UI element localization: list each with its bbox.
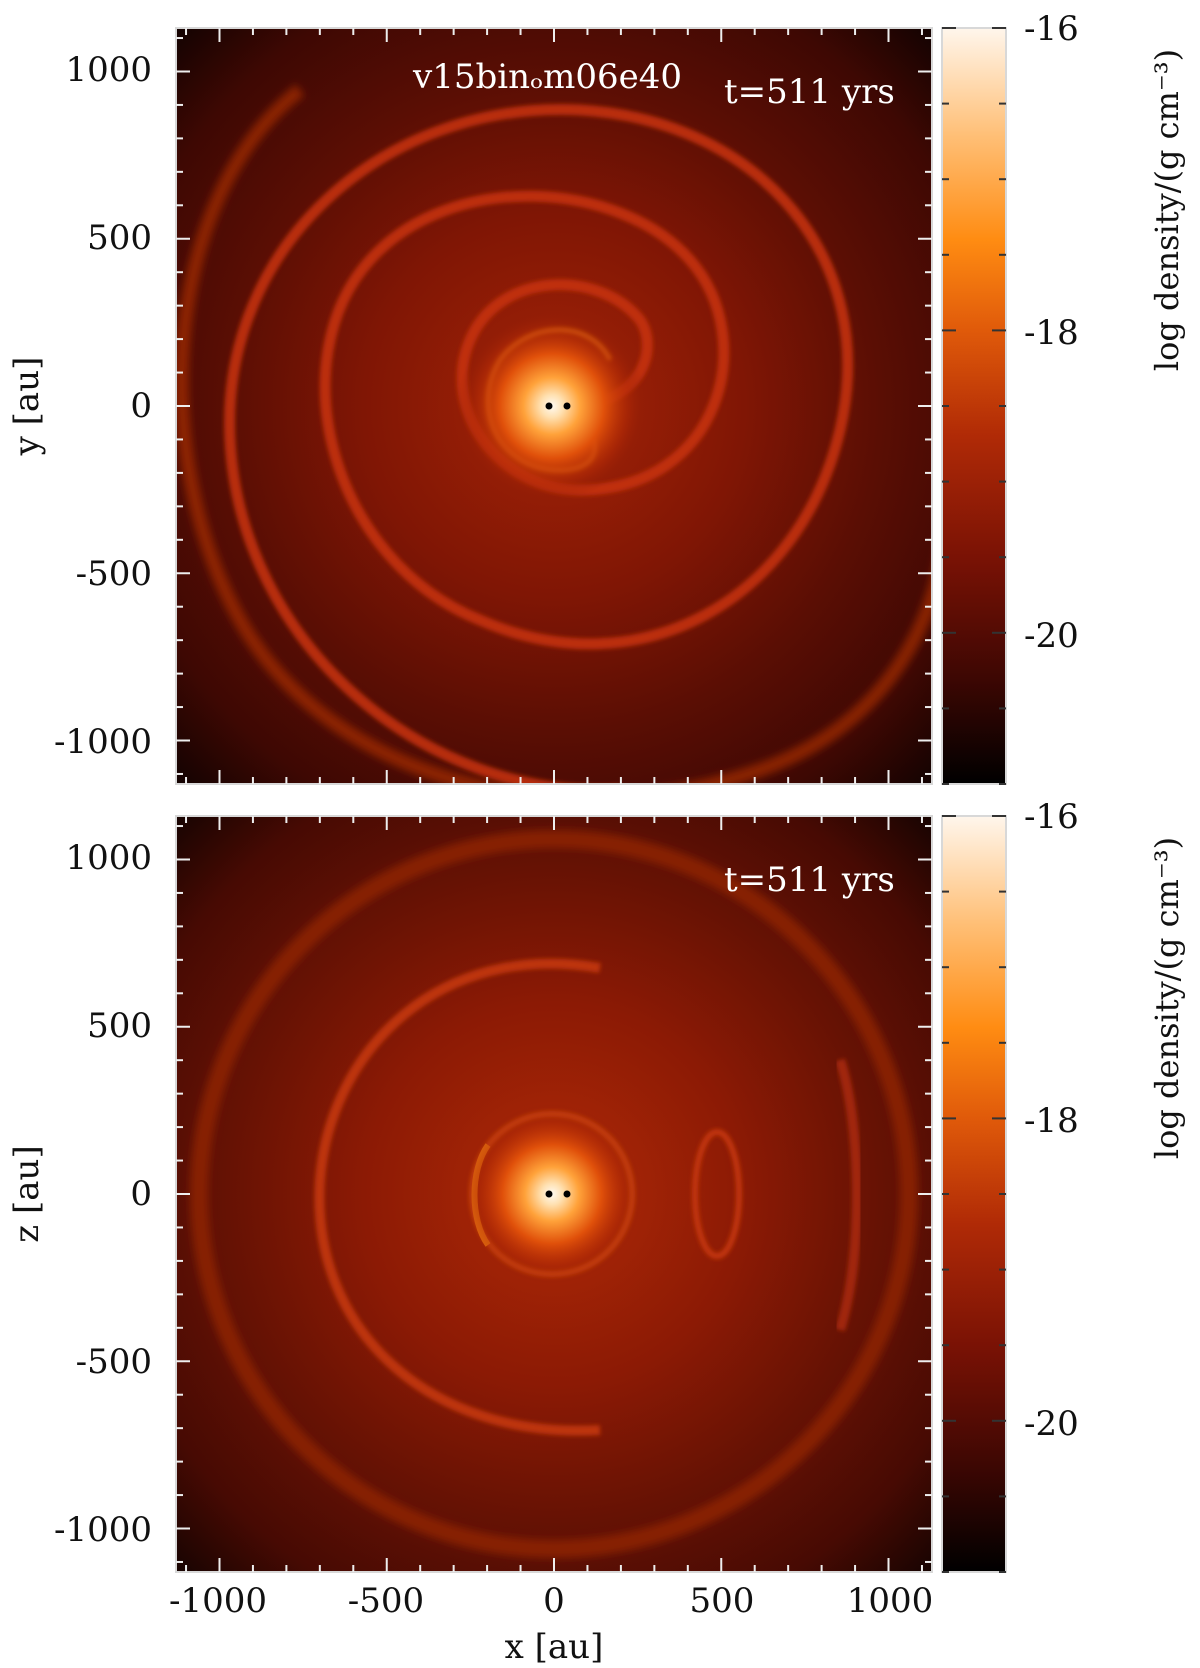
time-label: t=511 yrs — [724, 860, 895, 900]
detached-ring — [692, 1129, 742, 1259]
mid-shell — [314, 958, 601, 1436]
y-tick-label: 500 — [87, 1006, 152, 1046]
panel-title: v15binₒm06e40 — [412, 57, 682, 97]
density-map-xz — [176, 816, 932, 1572]
y-tick-label: 1000 — [65, 838, 152, 878]
colorbar-ticks-xy — [942, 27, 1006, 785]
x-tick-label: -500 — [348, 1581, 424, 1621]
panel-xy: v15binₒm06e40 t=511 yrs 1000 500 0 -500 … — [7, 9, 1186, 785]
outer-shell — [190, 830, 918, 1558]
x-tick-label: -1000 — [169, 1581, 267, 1621]
colorbar-ticks-xz — [942, 815, 1006, 1573]
star-marker — [545, 1190, 553, 1198]
colorbar-tick-label: -16 — [1024, 797, 1079, 837]
y-tick-label: -500 — [76, 1342, 152, 1382]
y-axis-label: y [au] — [7, 357, 47, 457]
x-axis-label: x [au] — [505, 1627, 604, 1667]
star-marker — [563, 1190, 571, 1198]
colorbar-label: log density/(g cm⁻³) — [1148, 49, 1186, 371]
colorbar-tick-label: -18 — [1024, 1101, 1079, 1141]
ticks-xz — [176, 816, 932, 1572]
colorbar-tick-label: -20 — [1024, 616, 1079, 656]
y-tick-label: 0 — [130, 1174, 152, 1214]
y-tick-label: 1000 — [65, 50, 152, 90]
x-tick-label: 0 — [543, 1581, 565, 1621]
spiral-arm-outer — [176, 84, 932, 784]
y-tick-label: -500 — [76, 554, 152, 594]
ticks-xy — [176, 28, 932, 784]
y-tick-label: 500 — [87, 218, 152, 258]
colorbar-tick-label: -18 — [1024, 313, 1079, 353]
panel-xz: t=511 yrs 1000 500 0 -500 -1000 z [au] -… — [7, 797, 1186, 1667]
x-tick-label: 1000 — [847, 1581, 934, 1621]
y-tick-label: 0 — [130, 386, 152, 426]
x-tick-label: 500 — [690, 1581, 755, 1621]
colorbar-tick-label: -16 — [1024, 9, 1079, 49]
right-shell — [835, 1058, 862, 1332]
y-tick-label: -1000 — [54, 1510, 152, 1550]
colorbar-tick-label: -20 — [1024, 1404, 1079, 1444]
star-marker — [563, 402, 571, 410]
colorbar-label: log density/(g cm⁻³) — [1148, 837, 1186, 1159]
star-marker — [545, 402, 553, 410]
colorbar-xy — [941, 27, 1007, 785]
y-tick-label: -1000 — [54, 722, 152, 762]
time-label: t=511 yrs — [724, 72, 895, 112]
density-map-xy — [176, 28, 932, 784]
colorbar-xz — [941, 815, 1007, 1573]
y-axis-label: z [au] — [7, 1145, 47, 1242]
